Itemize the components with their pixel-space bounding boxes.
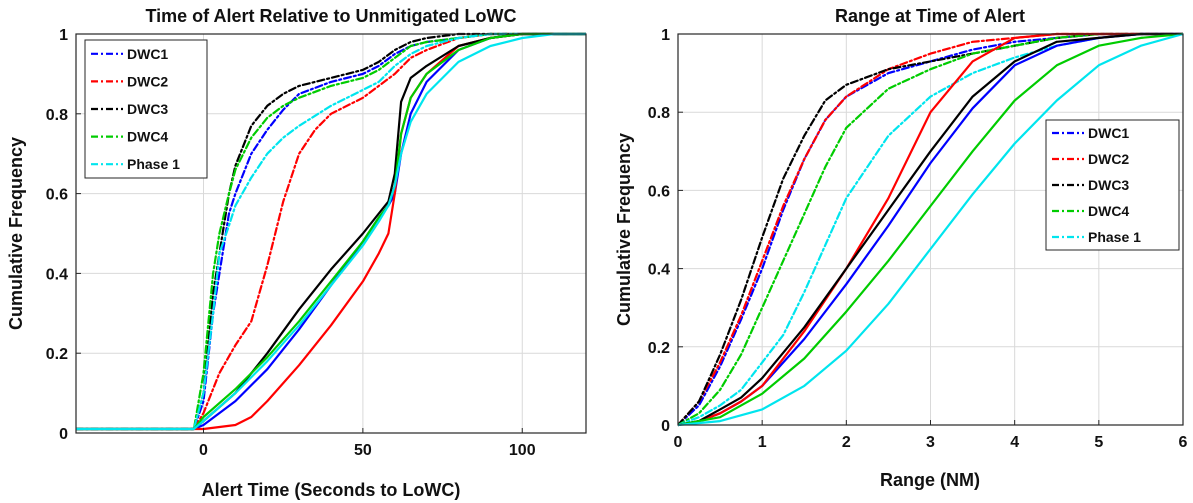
- y-tick-label: 0: [661, 418, 670, 435]
- legend-label: Phase 1: [127, 156, 180, 172]
- x-tick-label: 3: [926, 434, 935, 451]
- series-line-phase-1-solid: [678, 32, 1183, 427]
- x-tick-label: 0: [674, 434, 683, 451]
- legend-label: DWC2: [1088, 151, 1129, 167]
- x-tick-label: 5: [1094, 434, 1103, 451]
- x-tick-label: 100: [509, 442, 536, 459]
- series-line-dwc4-solid: [678, 32, 1183, 427]
- legend: DWC1 DWC2 DWC3 DWC4 Phase 1: [84, 39, 208, 179]
- chart-title: Time of Alert Relative to Unmitigated Lo…: [145, 6, 516, 26]
- series-line-phase-1-solid: [76, 32, 586, 431]
- x-tick-label: 4: [1010, 434, 1019, 451]
- legend-label: DWC3: [127, 101, 168, 117]
- y-tick-label: 1: [661, 27, 670, 44]
- chart-1: 0 50 100 0 0.2 0.4 0.6 0.8 1 Time of Alert Relati…: [6, 6, 587, 500]
- x-tick-label: 1: [758, 434, 767, 451]
- y-axis-label: Cumulative Frequency: [614, 133, 634, 326]
- series-line-dwc2-dashdot: [76, 32, 586, 431]
- series-group: [76, 32, 586, 431]
- legend-label: DWC3: [1088, 177, 1129, 193]
- x-tick-label: 2: [842, 434, 851, 451]
- legend-label: DWC1: [1088, 125, 1129, 141]
- y-tick-label: 0.8: [46, 107, 68, 124]
- legend: DWC1 DWC2 DWC3 DWC4 Phase 1: [1045, 119, 1180, 251]
- y-tick-label: 0.6: [648, 183, 670, 200]
- legend-label: DWC4: [1088, 203, 1129, 219]
- chart-2: 0 1 2 3 4 5 6 0 0.2 0.4 0.6 0.8 1 Range at Time of Al…: [614, 6, 1188, 490]
- axes-box: [75, 33, 587, 434]
- y-tick-label: 0: [59, 426, 68, 443]
- y-axis-label: Cumulative Frequency: [6, 137, 26, 330]
- y-tick-label: 0.4: [648, 262, 670, 279]
- x-tick-label: 50: [354, 442, 372, 459]
- legend-label: DWC1: [127, 46, 168, 62]
- y-tick-label: 0.6: [46, 187, 68, 204]
- legend-label: Phase 1: [1088, 229, 1141, 245]
- legend-label: DWC2: [127, 73, 168, 89]
- x-tick-label: 6: [1179, 434, 1188, 451]
- y-tick-label: 1: [59, 27, 68, 44]
- y-tick-label: 0.8: [648, 105, 670, 122]
- x-axis-label: Alert Time (Seconds to LoWC): [202, 480, 461, 500]
- series-line-dwc4-dashdot: [76, 32, 586, 431]
- y-tick-label: 0.2: [46, 346, 68, 363]
- y-tick-label: 0.4: [46, 266, 68, 283]
- y-tick-label: 0.2: [648, 340, 670, 357]
- series-line-dwc2-solid: [678, 32, 1183, 427]
- series-line-dwc3-dashdot: [76, 32, 586, 431]
- legend-label: DWC4: [127, 129, 168, 145]
- series-line-dwc3-solid: [678, 32, 1183, 427]
- series-line-dwc4-dashdot: [678, 32, 1183, 427]
- legend-box: [84, 39, 208, 179]
- series-group: [678, 32, 1183, 427]
- chart-title: Range at Time of Alert: [835, 6, 1025, 26]
- series-line-phase-1-dashdot: [76, 32, 586, 431]
- x-tick-label: 0: [199, 442, 208, 459]
- x-axis-label: Range (NM): [880, 470, 980, 490]
